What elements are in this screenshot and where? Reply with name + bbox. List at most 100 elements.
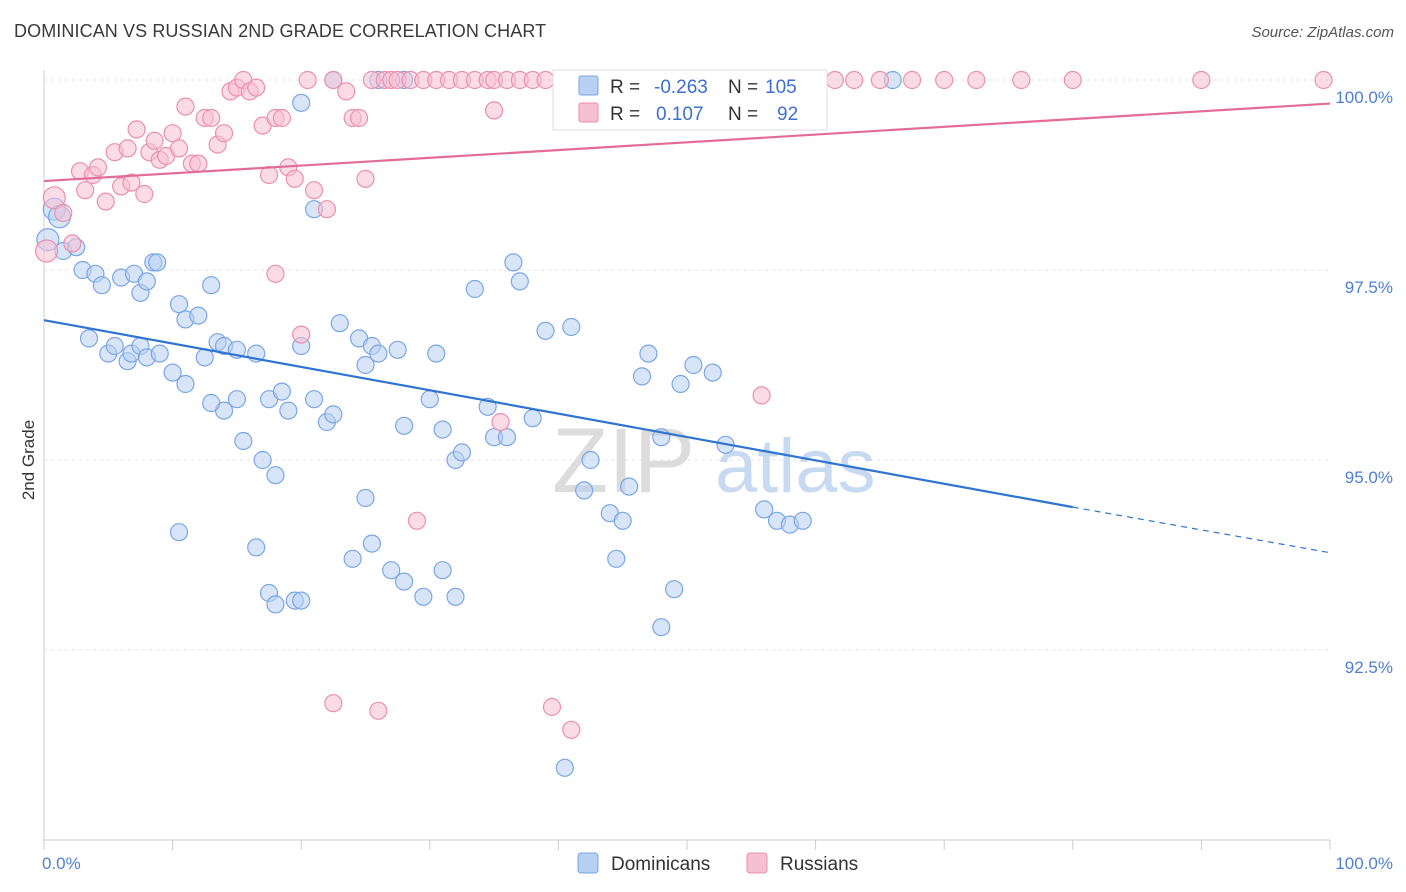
russians-point-0 <box>34 239 59 263</box>
gridlines <box>44 79 1330 651</box>
dominicans-point-73 <box>639 344 658 363</box>
russians-point-14 <box>135 184 154 204</box>
legend-r-value-1: 0.107 <box>656 104 704 125</box>
dominicans-trend-line <box>43 319 1073 509</box>
russians-point-87 <box>491 412 510 432</box>
dominicans-point-35 <box>227 390 246 409</box>
russians-point-1 <box>42 186 66 210</box>
dominicans-point-54 <box>433 420 452 439</box>
legend-r-label-0: R = <box>610 77 640 98</box>
dominicans-point-87 <box>382 561 401 580</box>
russians-point-45 <box>349 108 369 128</box>
x-tick-labels: 0.0% 100.0% <box>42 854 1393 873</box>
dominicans-point-38 <box>234 431 253 451</box>
dominicans-point-49 <box>369 344 388 363</box>
dominicans-point-37 <box>202 393 221 413</box>
dominicans-trend-extension <box>1072 506 1331 554</box>
dominicans-point-56 <box>452 443 472 462</box>
russians-point-90 <box>324 694 343 713</box>
y-tick-label-0: 100.0% <box>1335 88 1393 107</box>
dominicans-point-45 <box>330 314 349 333</box>
legend-top-box <box>552 69 828 131</box>
dominicans-point-86 <box>362 534 382 553</box>
dominicans-point-34 <box>272 382 292 401</box>
russians-point-25 <box>202 108 221 128</box>
russians-point-11 <box>118 139 137 158</box>
legend-n-label-1: N = <box>728 104 758 125</box>
russians-point-8 <box>96 192 115 211</box>
russians-point-78 <box>935 70 954 90</box>
dominicans-point-52 <box>427 344 446 363</box>
bottom-legend-russians: Russians <box>780 854 858 875</box>
legend-n-label-0: N = <box>728 77 758 98</box>
watermark-zip: ZIP <box>552 410 695 512</box>
russians-point-27 <box>214 124 234 143</box>
x-tick-label-1: 100.0% <box>1335 854 1393 873</box>
russians-point-3 <box>63 234 82 253</box>
dominicans-point-11 <box>137 272 156 291</box>
dominicans-point-99 <box>356 488 375 508</box>
bottom-legend-swatch-russians <box>746 852 768 874</box>
russians-point-23 <box>189 154 208 173</box>
dominicans-point-70 <box>613 511 632 530</box>
dominicans-point-53 <box>420 390 439 409</box>
dominicans-points <box>36 70 902 777</box>
dominicans-point-67 <box>581 450 600 470</box>
russians-point-83 <box>1314 70 1333 90</box>
bottom-legend-dominicans: Dominicans <box>611 854 710 875</box>
dominicans-point-26 <box>163 363 182 382</box>
russians-point-21 <box>176 97 195 116</box>
bottom-legend-swatch-dominicans <box>577 852 599 874</box>
dominicans-point-97 <box>169 523 189 542</box>
y-tick-label-1: 97.5% <box>1345 278 1393 297</box>
x-tick-label-0: 0.0% <box>42 854 81 873</box>
dominicans-point-64 <box>536 321 555 340</box>
russians-point-39 <box>298 70 317 90</box>
russians-point-81 <box>1063 70 1082 90</box>
russians-point-19 <box>163 124 182 143</box>
source-credit: Source: ZipAtlas.com <box>1251 24 1394 41</box>
russians-point-76 <box>870 70 890 90</box>
dominicans-point-25 <box>150 344 169 363</box>
dominicans-point-27 <box>176 374 195 394</box>
dominicans-point-51 <box>394 416 414 435</box>
russians-point-80 <box>1012 70 1031 90</box>
russians-point-88 <box>752 386 771 405</box>
dominicans-point-79 <box>703 363 722 382</box>
y-tick-label-2: 95.0% <box>1345 468 1393 487</box>
dominicans-point-17 <box>202 276 221 295</box>
dominicans-point-13 <box>148 253 167 272</box>
russians-trend-line <box>43 102 1331 183</box>
dominicans-point-14 <box>169 295 189 314</box>
dominicans-point-50 <box>388 340 407 359</box>
chart-title: DOMINICAN VS RUSSIAN 2ND GRADE CORRELATI… <box>14 21 547 41</box>
russians-point-42 <box>324 70 343 90</box>
russians-point-82 <box>1192 70 1211 90</box>
russians-point-12 <box>122 173 141 192</box>
dominicans-point-77 <box>671 374 690 394</box>
russians-point-79 <box>967 70 986 90</box>
trend-lines <box>43 102 1331 554</box>
russians-point-85 <box>292 325 311 344</box>
dominicans-point-98 <box>266 466 285 485</box>
dominicans-point-93 <box>266 595 285 614</box>
dominicans-point-69 <box>607 549 626 568</box>
russians-point-43 <box>337 82 356 101</box>
dominicans-point-100 <box>292 93 311 112</box>
dominicans-point-65 <box>562 317 581 337</box>
russians-point-32 <box>247 78 266 97</box>
dominicans-point-76 <box>652 618 671 637</box>
russians-point-84 <box>266 264 285 283</box>
russians-point-75 <box>845 70 864 90</box>
dominicans-point-57 <box>465 279 484 299</box>
dominicans-point-63 <box>523 409 542 428</box>
dominicans-point-66 <box>575 481 594 500</box>
russians-point-2 <box>54 203 73 223</box>
y-tick-label-3: 92.5% <box>1345 658 1393 677</box>
dominicans-point-91 <box>446 587 465 606</box>
russians-point-13 <box>127 120 146 139</box>
legend-top: R = -0.263 N = 105 R = 0.107 N = 92 <box>552 69 828 131</box>
dominicans-point-96 <box>247 538 266 557</box>
dominicans-point-78 <box>684 355 703 375</box>
